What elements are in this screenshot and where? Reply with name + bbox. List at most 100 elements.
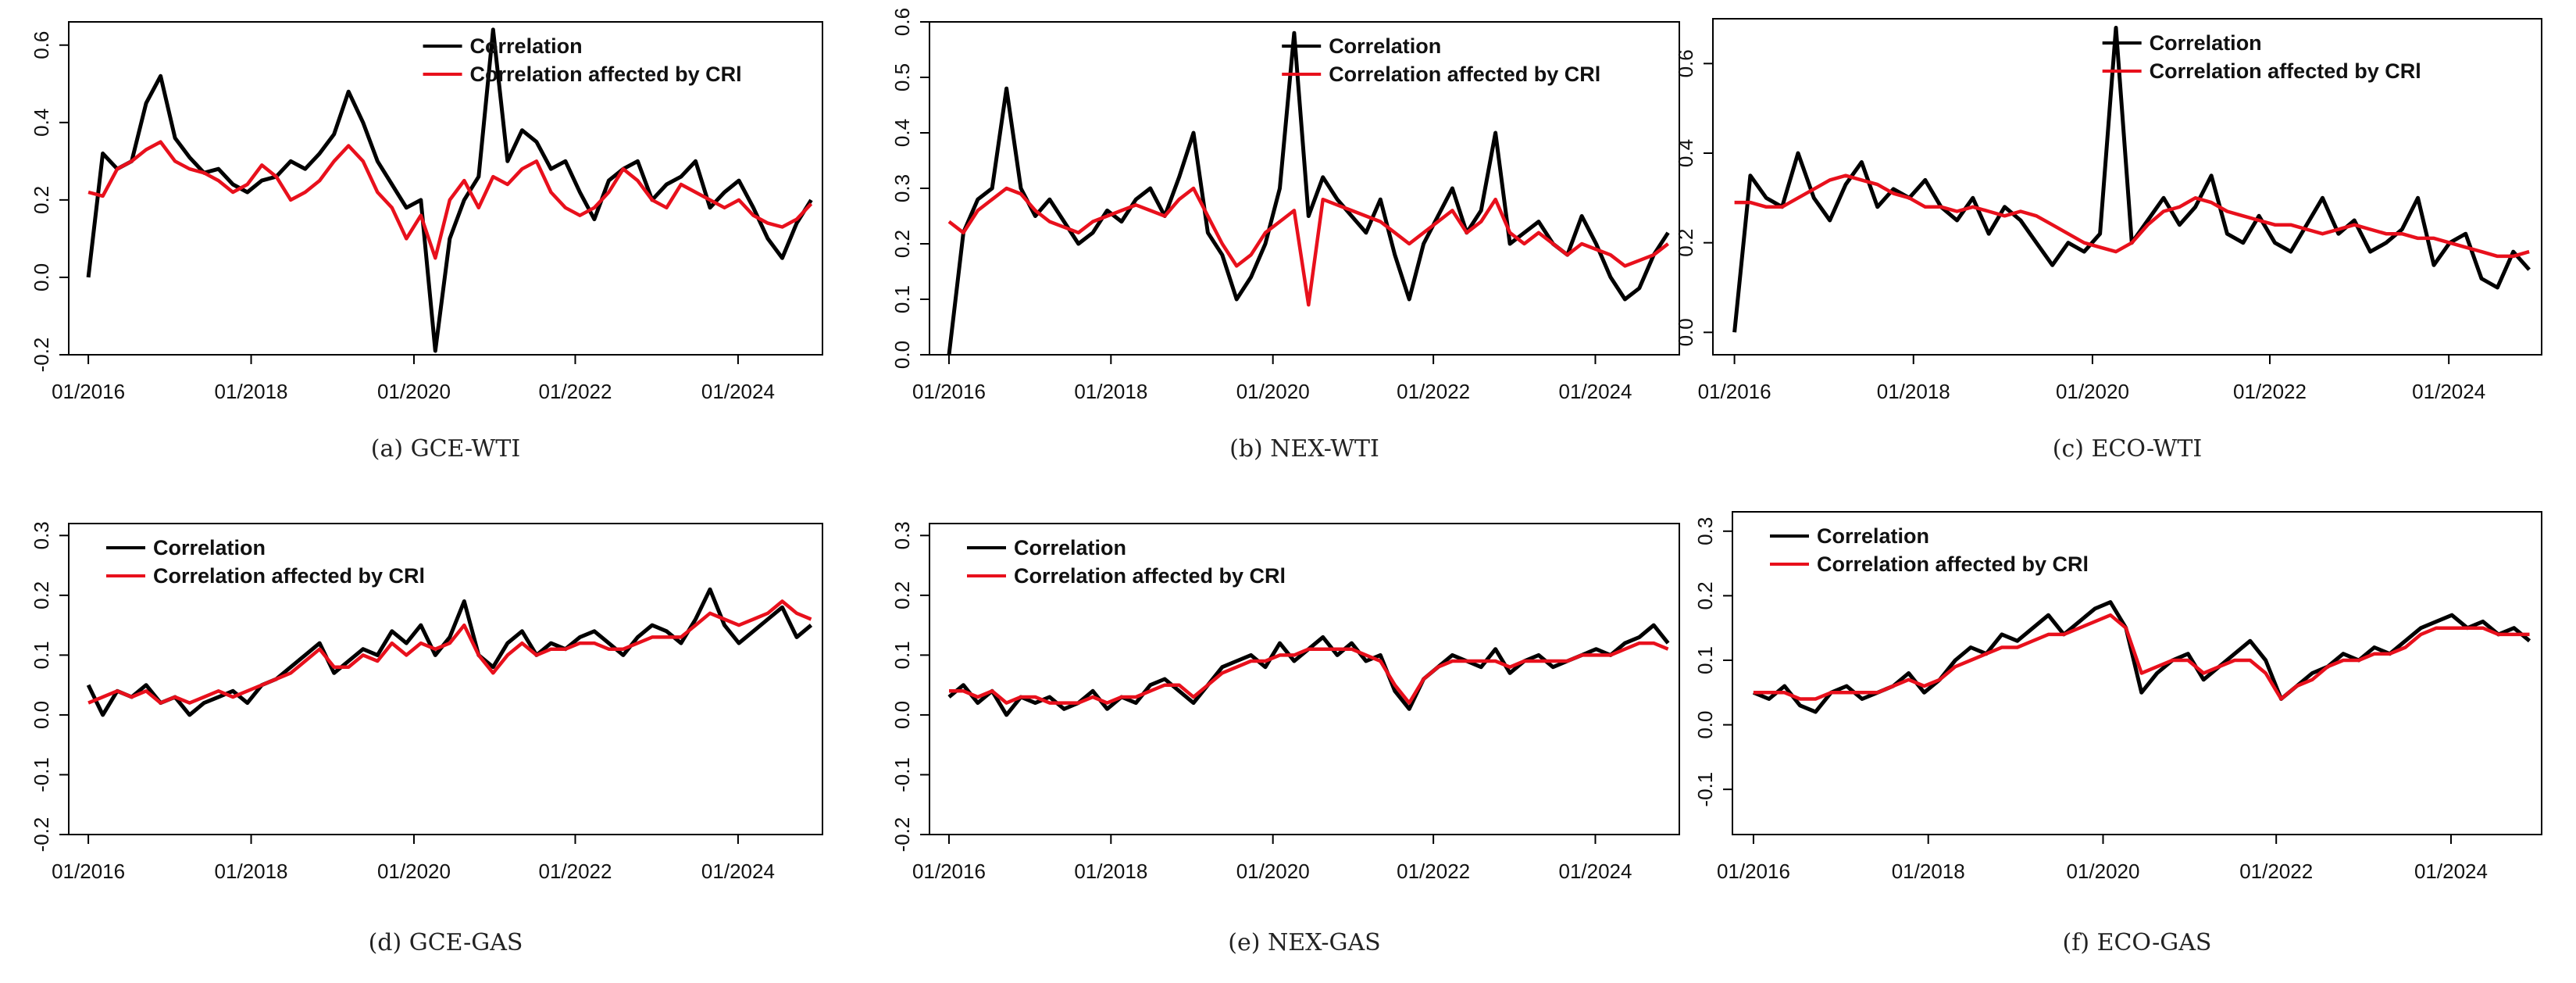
legend-label-crl: Correlation affected by CRl [153, 564, 425, 588]
legend-label-correlation: Correlation [470, 34, 583, 58]
x-tick-label: 01/2020 [2066, 860, 2139, 883]
x-tick-label: 01/2022 [1397, 860, 1470, 883]
crl-series-line [949, 641, 1669, 705]
x-tick-label: 01/2016 [1717, 860, 1790, 883]
x-tick-label: 01/2016 [912, 860, 986, 883]
x-tick-label: 01/2024 [1558, 380, 1632, 403]
x-tick-label: 01/2018 [215, 860, 288, 883]
legend-label-correlation: Correlation [1329, 34, 1441, 58]
x-tick-label: 01/2020 [377, 860, 451, 883]
x-tick-label: 01/2016 [1698, 380, 1771, 403]
x-tick-label: 01/2016 [52, 860, 125, 883]
y-tick-label: -0.1 [890, 757, 914, 792]
chart-panel-2: 0.0 0.1 0.2 0.3 0.4 0.5 0.6 01/2016 01/2018 01/20… [890, 8, 1680, 463]
y-tick-label: 0.0 [1693, 711, 1717, 739]
chart-panel-4: -0.2 -0.1 0.0 0.1 0.2 0.3 01/2016 01/2018 01/202… [30, 521, 823, 956]
y-tick-label: 0.1 [890, 641, 914, 669]
crl-series-line [947, 186, 1669, 307]
crl-series-line [1753, 613, 2530, 701]
panel-caption: (f) ECO-GAS [2063, 929, 2212, 956]
x-tick-label: 01/2020 [1236, 860, 1310, 883]
legend-label-correlation: Correlation [1014, 536, 1126, 559]
y-tick-label: 0.4 [30, 109, 53, 137]
legend: Correlation Correlation affected by CRl [106, 536, 425, 588]
legend-label-crl: Correlation affected by CRl [1014, 564, 1286, 588]
plot-frame [68, 523, 823, 835]
x-tick-label: 01/2020 [2056, 380, 2129, 403]
y-tick-label: -0.1 [1693, 772, 1717, 807]
x-tick-label: 01/2022 [2239, 860, 2313, 883]
legend-label-crl: Correlation affected by CRl [2150, 59, 2421, 83]
x-tick-label: 01/2022 [2233, 380, 2307, 403]
y-tick-label: -0.2 [30, 338, 53, 373]
y-tick-label: 0.3 [890, 174, 914, 202]
y-tick-label: 0.2 [890, 581, 914, 609]
y-tick-label: 0.3 [1693, 517, 1717, 545]
x-tick-label: 01/2018 [215, 380, 288, 403]
y-tick-label: 0.0 [890, 701, 914, 729]
legend: Correlation Correlation affected by CRl [967, 536, 1286, 588]
plot-frame [68, 21, 823, 356]
legend-label-crl: Correlation affected by CRl [1817, 552, 2089, 576]
y-tick-label: 0.6 [30, 31, 53, 59]
legend-label-correlation: Correlation [1817, 524, 1929, 548]
panel-caption: (c) ECO-WTI [2053, 435, 2202, 463]
y-tick-label: 0.3 [30, 521, 53, 549]
legend-label-crl: Correlation affected by CRl [470, 63, 742, 86]
plot-frame [929, 21, 1680, 356]
x-tick-label: 01/2018 [1074, 860, 1147, 883]
y-tick-label: 0.0 [30, 263, 53, 291]
x-tick-label: 01/2024 [1558, 860, 1632, 883]
x-tick-label: 01/2024 [2414, 860, 2488, 883]
panel-caption: (e) NEX-GAS [1228, 929, 1380, 956]
y-tick-label: 0.0 [30, 701, 53, 729]
legend: Correlation Correlation affected by CRl [1770, 524, 2089, 576]
x-tick-label: 01/2018 [1074, 380, 1147, 403]
y-tick-label: 0.0 [890, 341, 914, 369]
legend-label-correlation: Correlation [153, 536, 266, 559]
x-tick-label: 01/2018 [1877, 380, 1950, 403]
y-tick-label: 0.3 [890, 521, 914, 549]
x-tick-label: 01/2022 [538, 380, 612, 403]
chart-panel-1: -0.2 0.0 0.2 0.4 0.6 01/2016 01/2018 01/2020 01/… [30, 21, 823, 463]
x-tick-label: 01/2020 [377, 380, 451, 403]
x-tick-label: 01/2024 [2412, 380, 2485, 403]
y-tick-label: 0.1 [890, 285, 914, 313]
chart-panel-3: 0.0 0.2 0.4 0.6 01/2016 01/2018 01/2020 01/2022… [1674, 18, 2542, 463]
panel-caption: (a) GCE-WTI [371, 435, 520, 463]
y-tick-label: -0.2 [30, 817, 53, 853]
legend: Correlation Correlation affected by CRl [423, 34, 742, 86]
y-tick-label: 0.6 [1674, 49, 1697, 77]
x-tick-label: 01/2022 [1397, 380, 1470, 403]
crl-series-line [87, 599, 812, 705]
correlation-series-line [86, 27, 813, 353]
y-tick-label: 0.4 [890, 119, 914, 147]
x-tick-label: 01/2024 [701, 380, 775, 403]
y-tick-label: 0.2 [30, 186, 53, 214]
x-tick-label: 01/2016 [52, 380, 125, 403]
y-tick-label: 0.2 [30, 581, 53, 609]
y-tick-label: -0.1 [30, 757, 53, 792]
chart-panel-5: -0.2 -0.1 0.0 0.1 0.2 0.3 01/2016 01/2018 01/202… [890, 521, 1680, 956]
y-tick-label: 0.2 [890, 230, 914, 258]
crl-series-line [1734, 173, 2530, 259]
x-tick-label: 01/2016 [912, 380, 986, 403]
x-tick-label: 01/2018 [1892, 860, 1965, 883]
y-tick-label: -0.2 [890, 817, 914, 853]
legend-label-crl: Correlation affected by CRl [1329, 63, 1600, 86]
chart-panel-6: -0.1 0.0 0.1 0.2 0.3 01/2016 01/2018 01/2020 01/… [1693, 511, 2542, 956]
x-tick-label: 01/2022 [538, 860, 612, 883]
legend: Correlation Correlation affected by CRl [1282, 34, 1600, 86]
plot-frame [929, 523, 1680, 835]
panel-caption: (d) GCE-GAS [369, 929, 523, 956]
legend-label-correlation: Correlation [2150, 31, 2262, 55]
y-tick-label: 0.6 [890, 8, 914, 36]
y-tick-label: 0.2 [1674, 229, 1697, 257]
panel-caption: (b) NEX-WTI [1229, 435, 1379, 463]
x-tick-label: 01/2024 [701, 860, 775, 883]
y-tick-label: 0.4 [1674, 139, 1697, 167]
y-tick-label: 0.5 [890, 63, 914, 91]
crl-series-line [87, 140, 813, 260]
y-tick-label: 0.1 [30, 641, 53, 669]
